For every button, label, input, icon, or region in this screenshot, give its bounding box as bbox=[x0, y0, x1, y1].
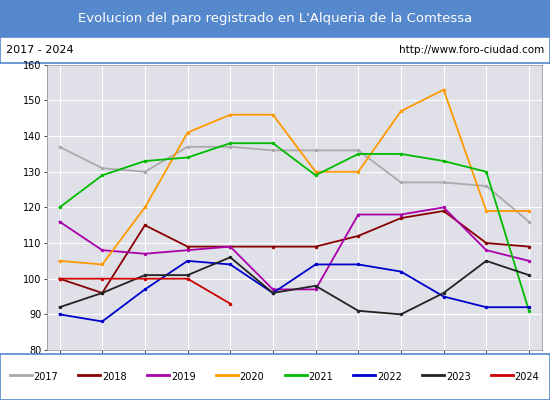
Text: 2019: 2019 bbox=[170, 372, 195, 382]
Text: 2022: 2022 bbox=[377, 372, 402, 382]
Text: http://www.foro-ciudad.com: http://www.foro-ciudad.com bbox=[399, 45, 544, 55]
Text: 2018: 2018 bbox=[102, 372, 126, 382]
Text: 2023: 2023 bbox=[446, 372, 470, 382]
Text: 2017: 2017 bbox=[33, 372, 58, 382]
Text: 2017 - 2024: 2017 - 2024 bbox=[6, 45, 73, 55]
Text: 2024: 2024 bbox=[515, 372, 539, 382]
Text: 2021: 2021 bbox=[308, 372, 333, 382]
Text: 2020: 2020 bbox=[240, 372, 264, 382]
Text: Evolucion del paro registrado en L'Alqueria de la Comtessa: Evolucion del paro registrado en L'Alque… bbox=[78, 12, 472, 25]
